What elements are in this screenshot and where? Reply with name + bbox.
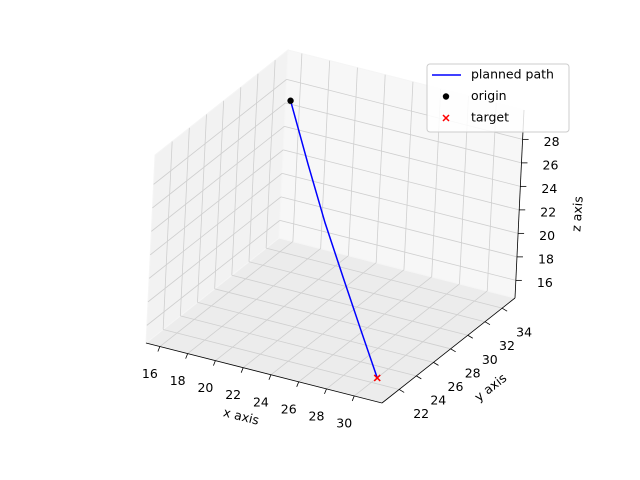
grid-line — [279, 219, 516, 281]
tick-mark — [351, 395, 355, 402]
grid-line — [283, 149, 520, 211]
tick-mark — [268, 374, 272, 380]
grid-line — [284, 125, 521, 187]
y-tick-label: 30 — [482, 352, 498, 367]
legend-label: target — [471, 110, 509, 125]
point-marker — [287, 97, 294, 104]
grid-line — [292, 53, 303, 242]
z-tick-label: 20 — [539, 228, 555, 243]
x-tick-label: 30 — [336, 415, 352, 430]
grid-line — [197, 301, 434, 363]
grid-line — [159, 241, 294, 347]
target-marker — [373, 374, 381, 382]
tick-mark — [467, 334, 474, 339]
tick-mark — [433, 362, 439, 366]
tick-mark — [185, 353, 189, 359]
tick-mark — [157, 346, 161, 352]
grid-line — [403, 81, 414, 270]
grid-line — [265, 60, 276, 249]
grid-line — [298, 276, 432, 383]
grid-line — [320, 60, 331, 249]
grid-line — [146, 220, 281, 326]
grid-line — [163, 329, 400, 390]
grid-line — [148, 173, 283, 279]
grid-line — [231, 87, 242, 276]
y-axis-line — [381, 297, 516, 404]
y-tick-label: 32 — [499, 338, 515, 353]
grid-line — [375, 74, 386, 263]
legend-swatch — [442, 93, 450, 100]
x-tick-label: 20 — [197, 380, 213, 395]
tick-mark — [501, 307, 508, 312]
y-tick-label: 28 — [465, 365, 481, 380]
z-tick-label: 28 — [544, 134, 560, 149]
z-tick-label: 26 — [543, 157, 559, 172]
grid-line — [231, 274, 468, 336]
tick-mark — [398, 389, 405, 393]
legend-box — [426, 63, 570, 133]
grid-line — [214, 288, 451, 350]
grid-line — [242, 262, 377, 369]
z-axis-label: z axis — [568, 196, 585, 233]
tick-mark — [240, 367, 244, 373]
tick-mark — [416, 375, 422, 380]
grid-line — [152, 102, 286, 209]
x-axis-line — [145, 342, 383, 404]
grid-line — [180, 315, 417, 377]
legend-swatch — [442, 114, 450, 122]
grid-line — [147, 196, 282, 303]
y-tick-label: 24 — [430, 392, 446, 407]
x-tick-label: 28 — [309, 408, 325, 423]
grid-line — [162, 141, 173, 330]
grid-line — [266, 247, 503, 309]
grid-line — [179, 127, 190, 316]
grid-line — [486, 102, 497, 291]
tick-mark — [484, 321, 491, 326]
y-tick-label: 34 — [516, 325, 532, 340]
z-tick-label: 24 — [541, 181, 557, 196]
x-tick-label: 18 — [170, 373, 186, 388]
z-tick-label: 18 — [538, 251, 554, 266]
x-tick-label: 22 — [225, 387, 241, 402]
x-tick-label: 24 — [253, 394, 269, 409]
tick-mark — [324, 388, 327, 395]
tick-mark — [450, 348, 456, 353]
grid-line — [187, 248, 321, 354]
grid-line — [215, 255, 349, 361]
grid-line — [285, 102, 522, 164]
y-tick-label: 22 — [413, 406, 429, 421]
tick-mark — [296, 381, 300, 387]
grid-line — [281, 172, 519, 234]
grid-line — [149, 149, 284, 256]
z-tick-label: 16 — [537, 275, 553, 290]
grid-line — [248, 73, 259, 262]
path-line — [289, 100, 378, 379]
grid-line — [197, 114, 207, 303]
legend-label: origin — [471, 88, 507, 103]
grid-line — [270, 269, 405, 376]
grid-line — [151, 126, 285, 232]
tick-mark — [213, 360, 216, 366]
z-axis-line — [514, 109, 525, 299]
grid-line — [326, 283, 460, 390]
grid-line — [348, 67, 358, 256]
x-tick-label: 16 — [142, 366, 158, 381]
z-tick-label: 22 — [540, 204, 556, 219]
y-tick-label: 26 — [448, 379, 464, 394]
grid-line — [248, 261, 486, 323]
legend-label: planned path — [471, 67, 554, 82]
x-tick-label: 26 — [281, 401, 297, 416]
grid-line — [153, 79, 287, 185]
grid-line — [214, 100, 225, 289]
